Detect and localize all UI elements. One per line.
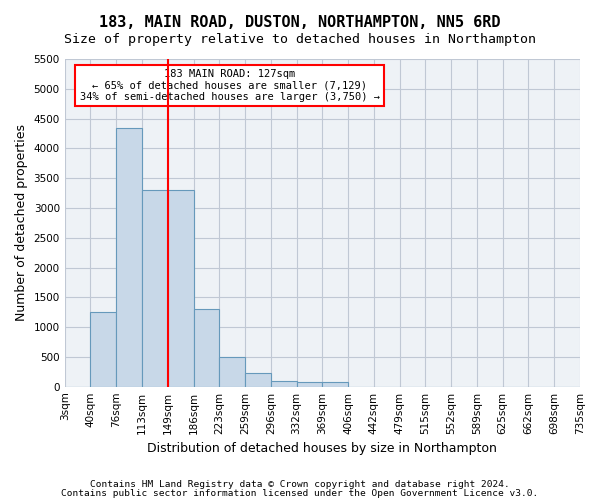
Bar (245, 374, 271, 386)
Bar (168, 190, 193, 386)
Bar (193, 309, 219, 386)
Text: Contains HM Land Registry data © Crown copyright and database right 2024.: Contains HM Land Registry data © Crown c… (90, 480, 510, 489)
Bar (116, 128, 142, 386)
Text: Size of property relative to detached houses in Northampton: Size of property relative to detached ho… (64, 32, 536, 46)
Y-axis label: Number of detached properties: Number of detached properties (15, 124, 28, 322)
Bar (271, 380, 296, 386)
Text: 183 MAIN ROAD: 127sqm
← 65% of detached houses are smaller (7,129)
34% of semi-d: 183 MAIN ROAD: 127sqm ← 65% of detached … (80, 69, 380, 102)
Bar (142, 190, 168, 386)
Text: 183, MAIN ROAD, DUSTON, NORTHAMPTON, NN5 6RD: 183, MAIN ROAD, DUSTON, NORTHAMPTON, NN5… (99, 15, 501, 30)
Bar (219, 357, 245, 386)
X-axis label: Distribution of detached houses by size in Northampton: Distribution of detached houses by size … (148, 442, 497, 455)
Bar (322, 382, 348, 386)
Bar (296, 382, 322, 386)
Bar (91, 312, 116, 386)
Text: Contains public sector information licensed under the Open Government Licence v3: Contains public sector information licen… (61, 489, 539, 498)
